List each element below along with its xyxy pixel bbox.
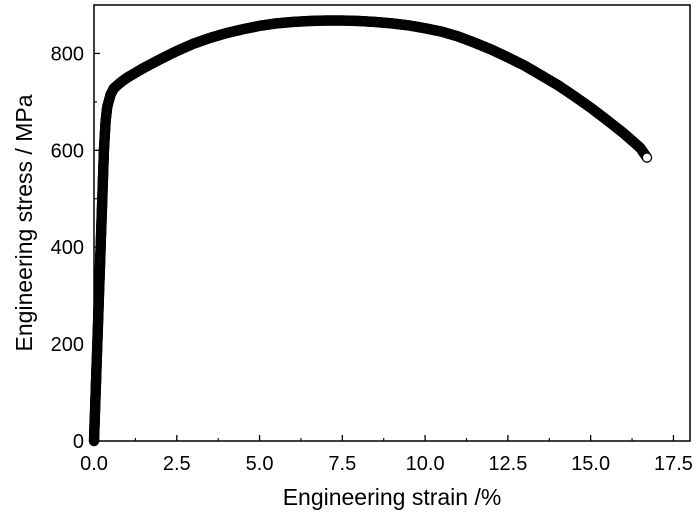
x-tick-label: 5.0 [246, 453, 274, 475]
y-tick-label: 0 [73, 431, 84, 453]
data-point [641, 152, 653, 163]
x-tick-label: 7.5 [328, 453, 356, 475]
x-tick-label: 2.5 [163, 453, 191, 475]
x-tick-label: 17.5 [654, 453, 693, 475]
y-tick-label: 200 [51, 334, 84, 356]
y-axis-title: Engineering stress / MPa [11, 94, 37, 351]
y-tick-label: 800 [51, 43, 84, 65]
x-tick-label: 0.0 [80, 453, 108, 475]
x-axis-title: Engineering strain /% [283, 484, 502, 510]
x-tick-label: 12.5 [488, 453, 527, 475]
y-tick-label: 400 [51, 237, 84, 259]
data-layer [88, 15, 653, 447]
x-tick-label: 10.0 [406, 453, 445, 475]
plot-frame [93, 4, 691, 442]
y-tick-label: 600 [51, 140, 84, 162]
tick-layer: 0.0 2.5 5.0 7.5 10.0 12.5 15.0 17.5 0 200 400 600 80… [51, 4, 693, 475]
x-tick-label: 15.0 [571, 453, 610, 475]
